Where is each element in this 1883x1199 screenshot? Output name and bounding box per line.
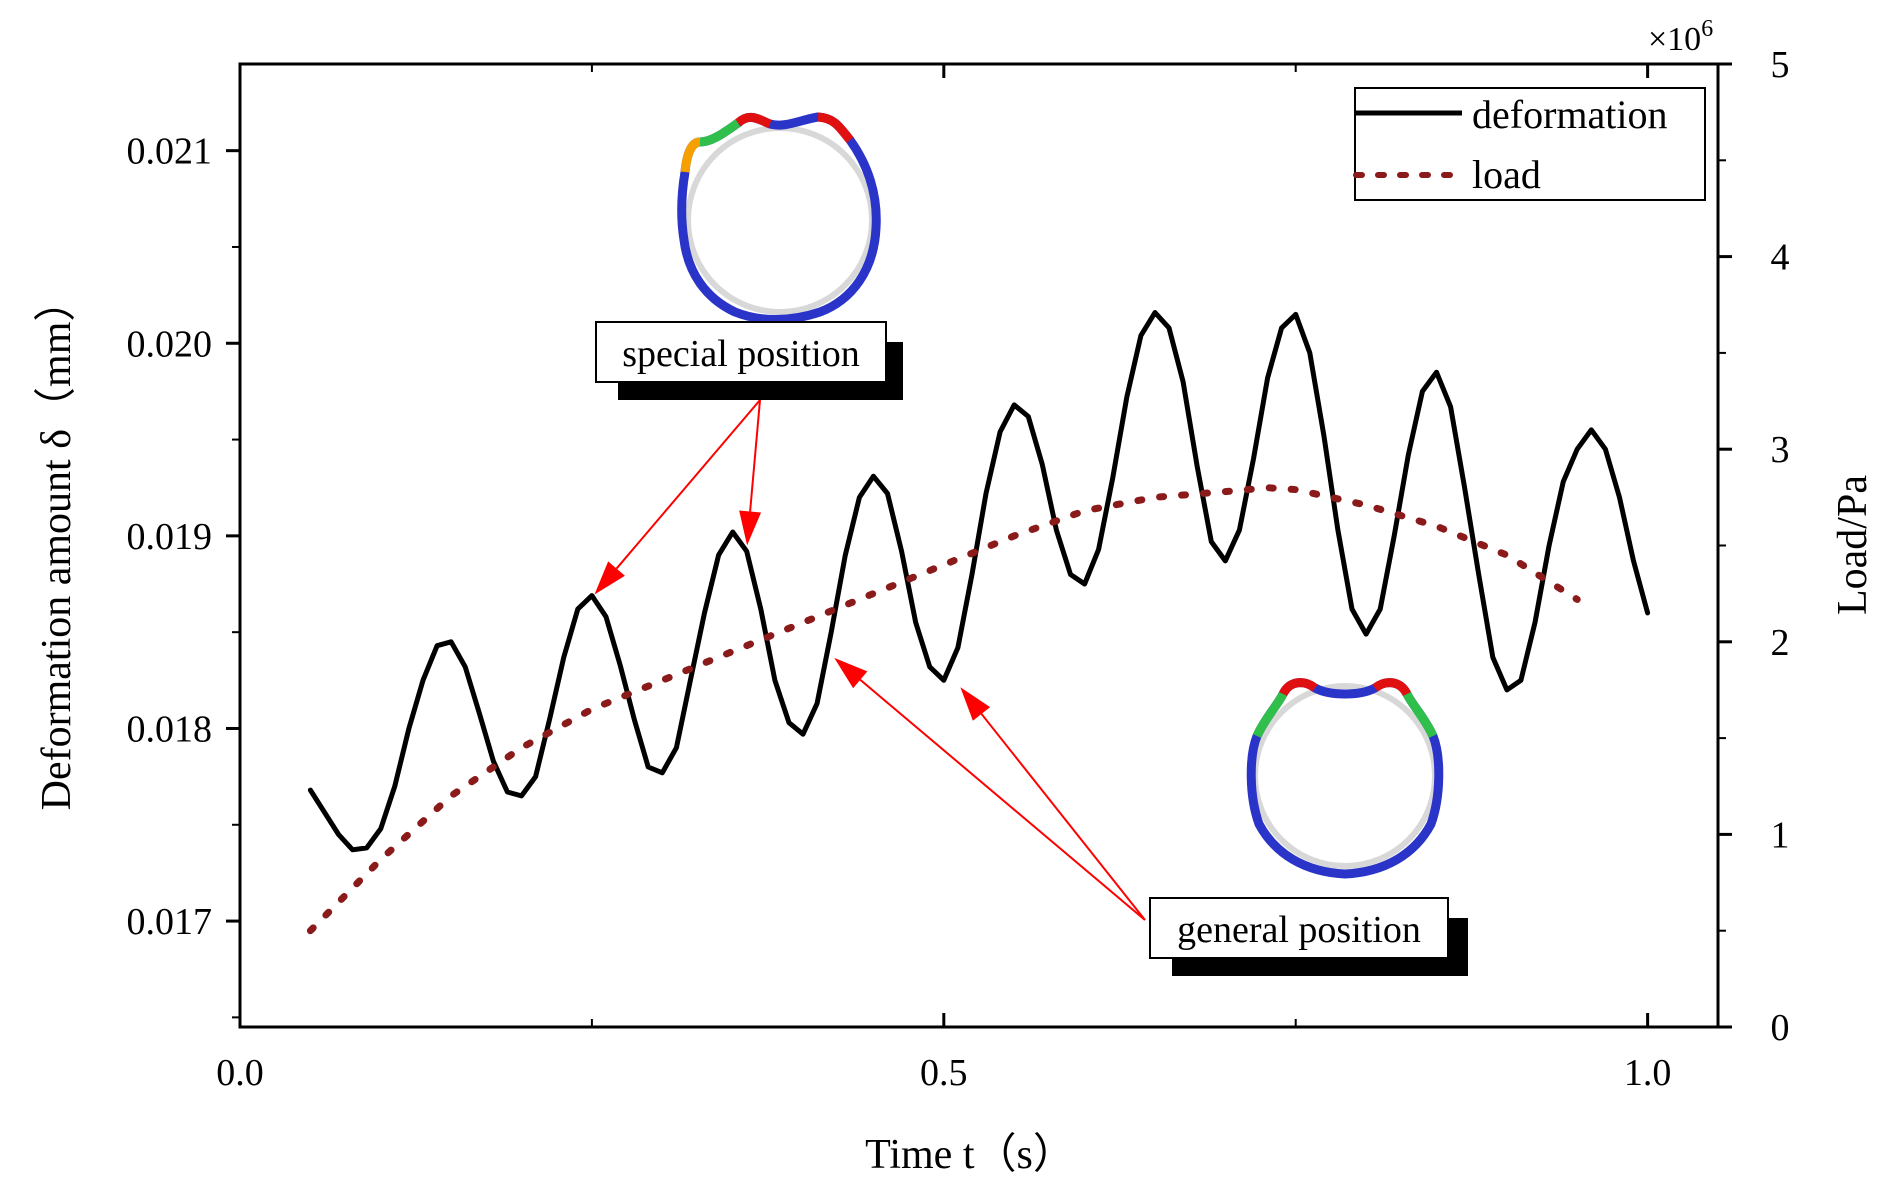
special-position-inset: [677, 112, 881, 324]
y-tick-label: 0.021: [127, 131, 213, 173]
general-position-ring-base: [1252, 683, 1438, 869]
y2-tick-label: 1: [1771, 814, 1790, 856]
general-position-ring-hotspot-left: [1278, 678, 1318, 697]
general-position-ring-transition-left: [1252, 691, 1288, 738]
x-axis-title: Time t（s）: [865, 1132, 1075, 1178]
y-axis-left: 0.017 0.018 0.019 0.020 0.021: [127, 131, 240, 1019]
special-position-ring-hotspot-side: [680, 137, 701, 173]
y-axis-right-title: Load/Pa: [1830, 475, 1876, 615]
annotation-arrow-line: [615, 399, 761, 570]
legend-deformation-label: deformation: [1472, 92, 1668, 137]
special-position-ring: [677, 112, 881, 324]
y-tick-label: 0.018: [127, 708, 213, 750]
y2-tick-label: 0: [1771, 1007, 1790, 1049]
y-tick-label: 0.017: [127, 901, 213, 943]
general-position-ring: [1246, 678, 1444, 879]
y-tick-label: 0.019: [127, 516, 213, 558]
y2-tick-label: 3: [1771, 429, 1790, 471]
x-axis-bottom: 0.0 0.5 1.0: [216, 1013, 1671, 1094]
y2-tick-label: 5: [1771, 44, 1790, 86]
x-tick-label: 1.0: [1624, 1052, 1672, 1094]
special-position-label: special position: [622, 333, 859, 375]
annotation-arrow-line: [980, 713, 1146, 921]
y-axis-right-multiplier: ×106: [1648, 16, 1713, 58]
y-tick-label: 0.020: [127, 323, 213, 365]
special-position-ring-hotspot-left: [734, 112, 772, 129]
x-axis-top: [238, 64, 1650, 78]
legend-load-label: load: [1472, 152, 1541, 197]
annotation-arrow-head: [739, 510, 762, 546]
annotation-arrow-head: [834, 657, 868, 689]
series-line-deformation: [307, 310, 1651, 853]
general-position-callout-box: [1149, 897, 1449, 959]
general-position-callout: general position: [1149, 897, 1468, 976]
special-position-ring-base: [685, 125, 875, 315]
y-axis-right-multiplier-exponent: 6: [1701, 16, 1713, 42]
series-layer: [306, 310, 1651, 935]
special-position-ring-transition: [699, 119, 741, 147]
general-position-ring-transition-right: [1402, 691, 1438, 738]
legend-box: [1354, 87, 1706, 201]
general-position-label: general position: [1177, 909, 1421, 951]
x-tick-label: 0.0: [216, 1052, 264, 1094]
general-position-inset: [1246, 678, 1444, 879]
annotation-arrows: [594, 399, 1146, 921]
annotation-arrow-head: [594, 561, 625, 595]
special-position-callout: special position: [595, 321, 903, 400]
general-position-ring-hotspot-right: [1372, 678, 1412, 697]
y-axis-right-multiplier-base: ×10: [1648, 21, 1701, 58]
y2-tick-label: 2: [1771, 622, 1790, 664]
y2-tick-label: 4: [1771, 237, 1790, 279]
x-tick-label: 0.5: [920, 1052, 968, 1094]
y-axis-left-title: Deformation amount δ（mm）: [34, 280, 80, 811]
annotation-arrow-line: [859, 679, 1146, 921]
annotation-arrow-line: [749, 399, 761, 512]
special-position-callout-box: [595, 321, 887, 383]
legend: deformation load: [1353, 87, 1706, 201]
special-position-ring-hotspot-right: [817, 112, 854, 143]
annotation-arrow-head: [960, 687, 991, 721]
y-axis-right: 0 1 2 3 4 5: [1718, 44, 1790, 1049]
series-line-load: [306, 484, 1581, 935]
